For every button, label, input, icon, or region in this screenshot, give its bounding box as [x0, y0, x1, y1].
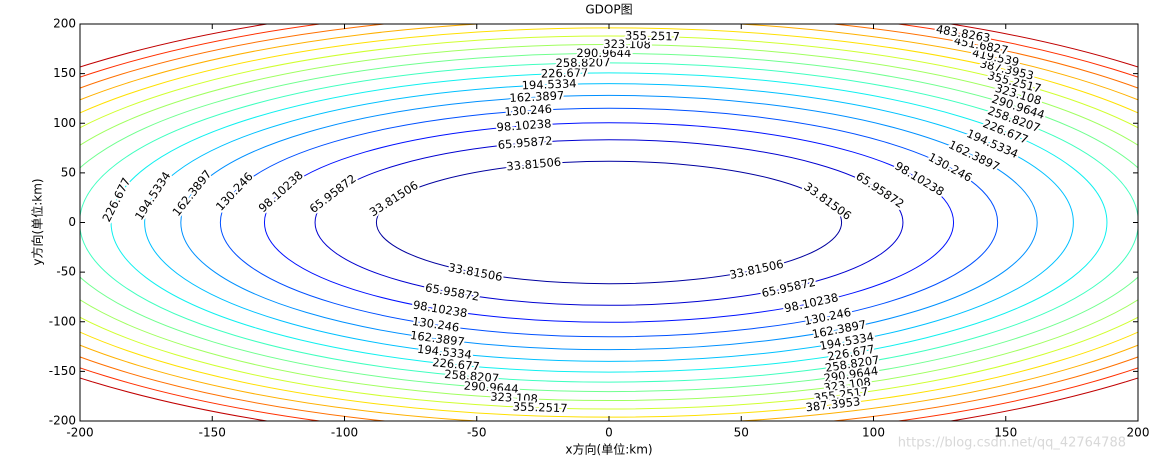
x-tick-label: 150	[994, 426, 1017, 440]
x-tick-label: 0	[605, 426, 613, 440]
y-axis-label: y方向(单位:km)	[30, 178, 45, 265]
contour-label: 226.677	[541, 65, 589, 80]
contour-label: 194.5334	[521, 76, 576, 92]
plot-area	[80, 24, 1138, 421]
x-tick-label: -50	[467, 426, 487, 440]
contour-line	[80, 35, 1138, 410]
contour-label: 162.3897	[509, 88, 565, 105]
y-tick-label: -150	[49, 364, 76, 378]
contour-line	[180, 94, 1038, 351]
contour-line	[314, 139, 904, 306]
y-tick-label: 50	[61, 165, 76, 179]
contour-label: 258.8207	[444, 367, 500, 385]
contour-label: 323.108	[490, 390, 538, 406]
y-tick-label: 100	[53, 116, 76, 130]
y-tick-label: 150	[53, 66, 76, 80]
x-tick-label: -150	[199, 426, 226, 440]
contour-label: 258.8207	[555, 55, 610, 70]
contour-layer	[80, 24, 1138, 421]
contour-label: 290.9644	[576, 46, 631, 60]
y-tick-label: -200	[49, 414, 76, 428]
contour-label: 355.2517	[512, 399, 567, 415]
chart-title: GDOP图	[585, 3, 632, 17]
x-tick-label: -200	[66, 426, 93, 440]
y-tick-label: 200	[53, 17, 76, 31]
contour-line	[219, 107, 999, 338]
x-tick-label: -100	[331, 426, 358, 440]
contour-label: 130.246	[504, 102, 552, 119]
contour-line	[80, 52, 1138, 393]
watermark: https://blog.csdn.net/qq_42764788	[898, 436, 1126, 451]
x-tick-label: 50	[734, 426, 749, 440]
contour-label: 355.2517	[625, 28, 680, 43]
contour-label: 33.81506	[506, 155, 562, 174]
contour-line	[144, 83, 1074, 362]
y-tick-label: -100	[49, 314, 76, 328]
x-tick-label: 100	[862, 426, 885, 440]
contour-line	[263, 122, 955, 323]
contour-line	[80, 62, 1138, 383]
contour-label: 98.10238	[496, 116, 552, 134]
x-axis-label: x方向(单位:km)	[565, 442, 652, 457]
contour-label: 226.677	[432, 355, 481, 373]
contour-label: 323.108	[603, 37, 651, 51]
contour-label: 290.9644	[463, 379, 519, 397]
contour-line	[110, 72, 1108, 373]
y-tick-label: 0	[68, 215, 76, 229]
x-tick-label: 200	[1127, 426, 1150, 440]
contour-line	[80, 44, 1138, 401]
contour-line	[375, 160, 843, 285]
y-tick-label: -50	[56, 265, 76, 279]
contour-label: 65.95872	[497, 133, 553, 152]
